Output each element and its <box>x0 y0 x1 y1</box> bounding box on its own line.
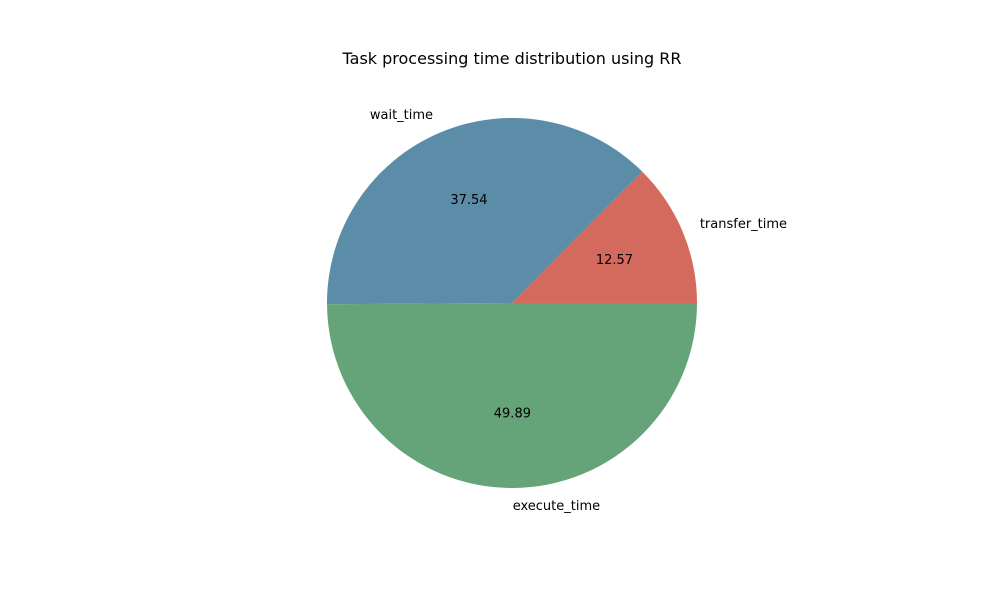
value-label-execute-time: 49.89 <box>494 406 531 421</box>
chart-title: Task processing time distribution using … <box>342 49 682 68</box>
slice-label-execute-time: execute_time <box>513 499 600 514</box>
pie-slice-transfer-time <box>512 171 697 303</box>
pie-slice-execute-time <box>327 303 697 489</box>
value-label-wait-time: 37.54 <box>450 193 487 208</box>
slices-layer <box>327 117 697 489</box>
pie-slice-wait-time <box>327 117 643 305</box>
slice-label-wait-time: wait_time <box>370 108 433 123</box>
labels-layer: transfer_time 12.57 wait_time 37.54 execute_… <box>370 108 787 514</box>
value-label-transfer-time: 12.57 <box>596 253 633 268</box>
slice-label-transfer-time: transfer_time <box>700 217 787 232</box>
